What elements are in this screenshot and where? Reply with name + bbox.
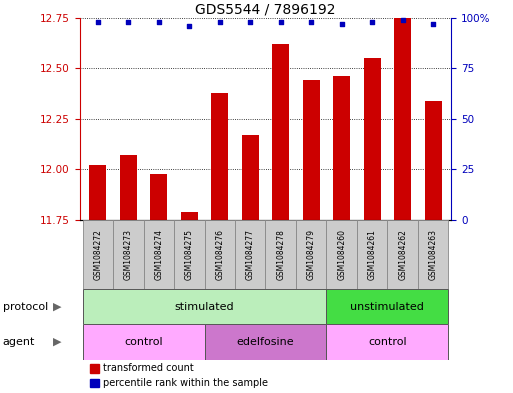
Bar bbox=[296, 220, 326, 289]
Bar bbox=[272, 44, 289, 220]
Bar bbox=[326, 324, 448, 360]
Bar bbox=[235, 220, 266, 289]
Bar bbox=[83, 324, 205, 360]
Point bbox=[338, 20, 346, 27]
Text: protocol: protocol bbox=[3, 301, 48, 312]
Point bbox=[429, 20, 437, 27]
Point bbox=[94, 18, 102, 25]
Bar bbox=[303, 81, 320, 220]
Bar bbox=[181, 212, 198, 220]
Text: GSM1084262: GSM1084262 bbox=[398, 229, 407, 280]
Text: GSM1084261: GSM1084261 bbox=[368, 229, 377, 280]
Bar bbox=[357, 220, 387, 289]
Bar bbox=[387, 220, 418, 289]
Text: GSM1084276: GSM1084276 bbox=[215, 229, 224, 280]
Point bbox=[124, 18, 132, 25]
Bar bbox=[211, 93, 228, 220]
Bar bbox=[205, 220, 235, 289]
Title: GDS5544 / 7896192: GDS5544 / 7896192 bbox=[195, 2, 336, 17]
Bar bbox=[333, 76, 350, 220]
Point bbox=[155, 18, 163, 25]
Bar bbox=[144, 220, 174, 289]
Bar bbox=[326, 289, 448, 324]
Text: transformed count: transformed count bbox=[103, 363, 193, 373]
Point bbox=[185, 23, 193, 29]
Text: GSM1084272: GSM1084272 bbox=[93, 229, 102, 280]
Text: GSM1084274: GSM1084274 bbox=[154, 229, 163, 280]
Point bbox=[277, 18, 285, 25]
Text: GSM1084278: GSM1084278 bbox=[276, 229, 285, 280]
Text: GSM1084263: GSM1084263 bbox=[429, 229, 438, 280]
Bar bbox=[242, 135, 259, 220]
Bar bbox=[150, 174, 167, 220]
Bar bbox=[394, 18, 411, 220]
Text: ▶: ▶ bbox=[53, 337, 62, 347]
Point bbox=[399, 17, 407, 23]
Text: percentile rank within the sample: percentile rank within the sample bbox=[103, 378, 268, 388]
Point bbox=[246, 18, 254, 25]
Bar bbox=[266, 220, 296, 289]
Text: GSM1084273: GSM1084273 bbox=[124, 229, 133, 280]
Bar bbox=[120, 155, 136, 220]
Text: ▶: ▶ bbox=[53, 301, 62, 312]
Text: GSM1084260: GSM1084260 bbox=[337, 229, 346, 280]
Point bbox=[368, 18, 376, 25]
Point bbox=[307, 18, 315, 25]
Bar bbox=[83, 220, 113, 289]
Point bbox=[215, 18, 224, 25]
Bar bbox=[364, 58, 381, 220]
Text: GSM1084279: GSM1084279 bbox=[307, 229, 315, 280]
Bar bbox=[418, 220, 448, 289]
Bar bbox=[425, 101, 442, 220]
Text: control: control bbox=[124, 337, 163, 347]
Text: edelfosine: edelfosine bbox=[236, 337, 294, 347]
Bar bbox=[83, 289, 326, 324]
Text: stimulated: stimulated bbox=[175, 301, 234, 312]
Bar bbox=[89, 165, 106, 220]
Text: unstimulated: unstimulated bbox=[350, 301, 424, 312]
Text: agent: agent bbox=[3, 337, 35, 347]
Bar bbox=[113, 220, 144, 289]
Bar bbox=[174, 220, 205, 289]
Bar bbox=[326, 220, 357, 289]
Bar bbox=[205, 324, 326, 360]
Text: GSM1084275: GSM1084275 bbox=[185, 229, 194, 280]
Text: GSM1084277: GSM1084277 bbox=[246, 229, 255, 280]
Text: control: control bbox=[368, 337, 407, 347]
